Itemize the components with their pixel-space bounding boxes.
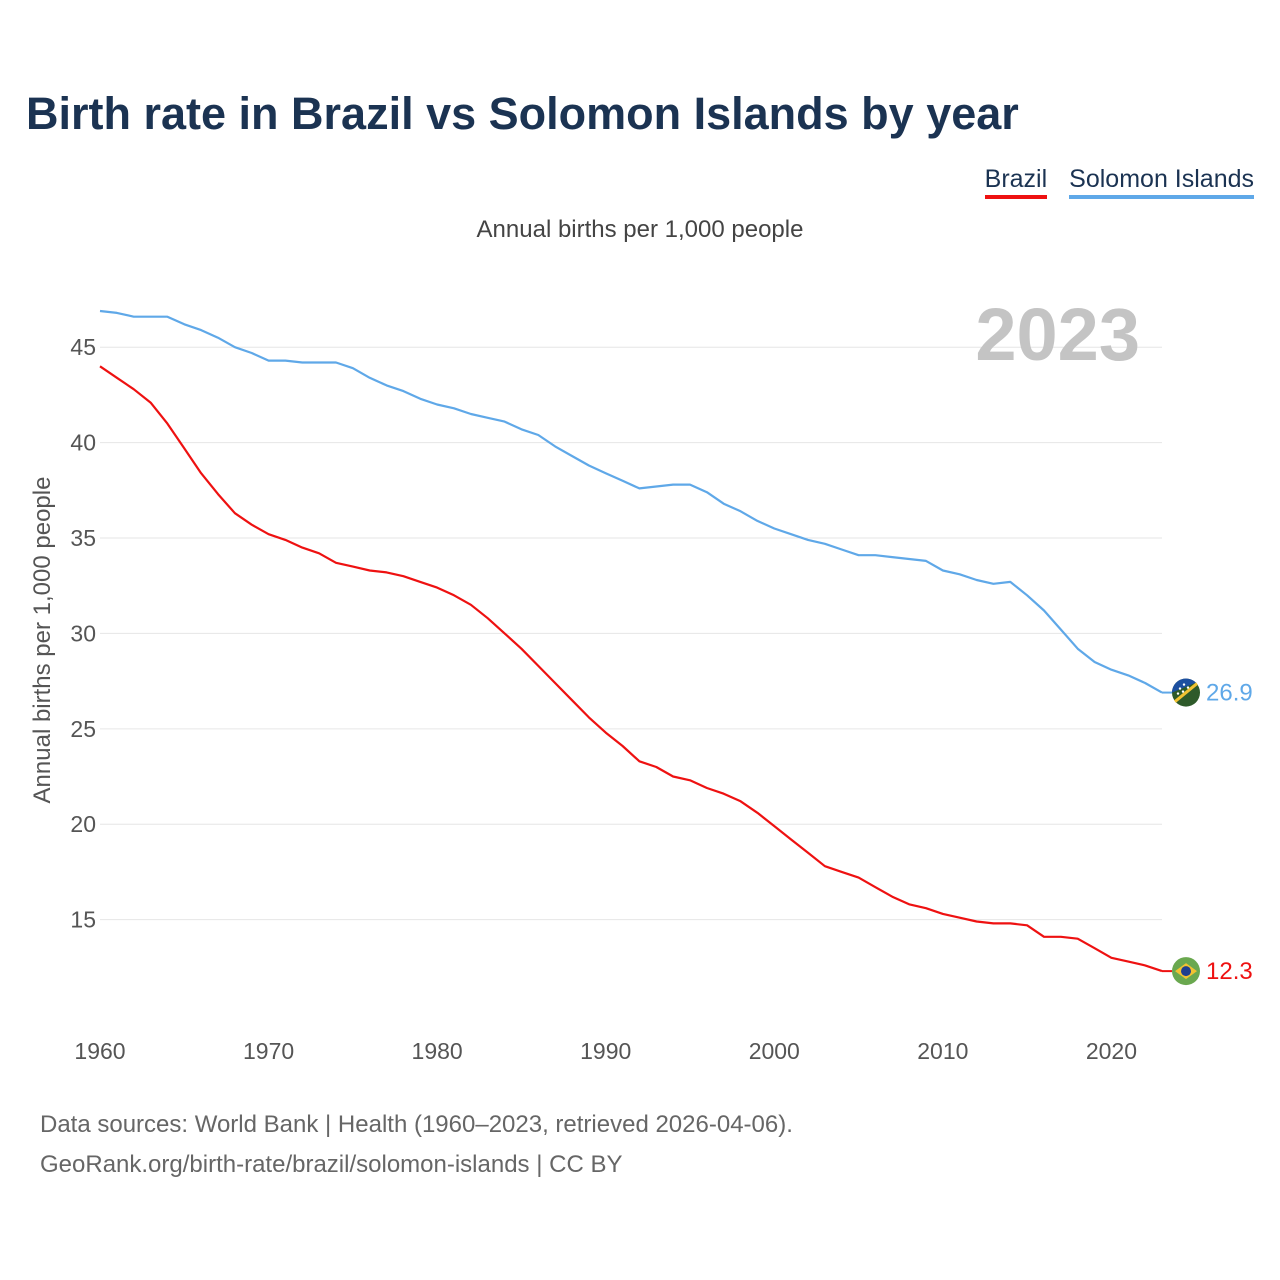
y-tick-40: 40 [70, 430, 96, 456]
y-axis-ticks: 15 20 25 30 35 40 45 [70, 334, 96, 932]
x-tick-2000: 2000 [749, 1038, 800, 1064]
end-label-solomon-islands: 26.9 [1206, 680, 1253, 707]
y-tick-20: 20 [70, 811, 96, 837]
current-year-label: 2023 [975, 293, 1140, 376]
x-tick-1970: 1970 [243, 1038, 294, 1064]
series-lines [99, 309, 1163, 973]
series-line-brazil[interactable] [99, 365, 1163, 973]
y-tick-15: 15 [70, 907, 96, 933]
x-tick-2020: 2020 [1086, 1038, 1137, 1064]
x-tick-1990: 1990 [580, 1038, 631, 1064]
chart-subtitle: Annual births per 1,000 people [476, 216, 804, 243]
legend-item-solomon-islands[interactable]: Solomon Islands [1069, 165, 1254, 199]
source-line-1: Data sources: World Bank | Health (1960–… [40, 1111, 793, 1138]
y-tick-45: 45 [70, 334, 96, 360]
grid-lines [100, 346, 1162, 921]
y-axis-label: Annual births per 1,000 people [29, 477, 56, 804]
x-tick-2010: 2010 [917, 1038, 968, 1064]
end-label-brazil: 12.3 [1206, 958, 1253, 985]
x-axis-ticks: 1960 1970 1980 1990 2000 2010 2020 [74, 1038, 1137, 1064]
x-tick-1960: 1960 [74, 1038, 125, 1064]
y-tick-30: 30 [70, 620, 96, 646]
flag-brazil-icon [1172, 957, 1200, 986]
end-markers: 12.3 26.9 [1162, 678, 1253, 986]
legend: Brazil Solomon Islands [984, 165, 1254, 199]
y-tick-25: 25 [70, 716, 96, 742]
x-tick-1980: 1980 [412, 1038, 463, 1064]
chart-title: Birth rate in Brazil vs Solomon Islands … [26, 88, 1019, 139]
series-line-solomon-islands[interactable] [99, 309, 1163, 694]
source-note: Data sources: World Bank | Health (1960–… [40, 1105, 793, 1185]
y-tick-35: 35 [70, 525, 96, 551]
source-line-2[interactable]: GeoRank.org/birth-rate/brazil/solomon-is… [40, 1151, 623, 1178]
legend-item-brazil[interactable]: Brazil [984, 165, 1048, 199]
flag-solomon-islands-icon [1172, 678, 1200, 707]
